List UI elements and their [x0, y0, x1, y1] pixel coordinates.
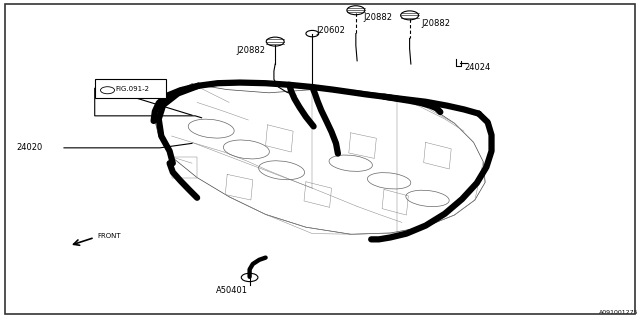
Text: FIG.091-2: FIG.091-2 — [115, 86, 149, 92]
Text: A091001275: A091001275 — [599, 310, 639, 316]
Text: FRONT: FRONT — [97, 233, 121, 239]
FancyBboxPatch shape — [95, 79, 166, 98]
Text: 24024: 24024 — [464, 63, 490, 72]
Text: J20882: J20882 — [237, 46, 266, 55]
Text: J20882: J20882 — [421, 19, 450, 28]
Text: J20882: J20882 — [364, 13, 392, 22]
Text: 24020: 24020 — [17, 143, 43, 152]
Text: A50401: A50401 — [216, 286, 248, 295]
Text: J20602: J20602 — [317, 26, 346, 35]
